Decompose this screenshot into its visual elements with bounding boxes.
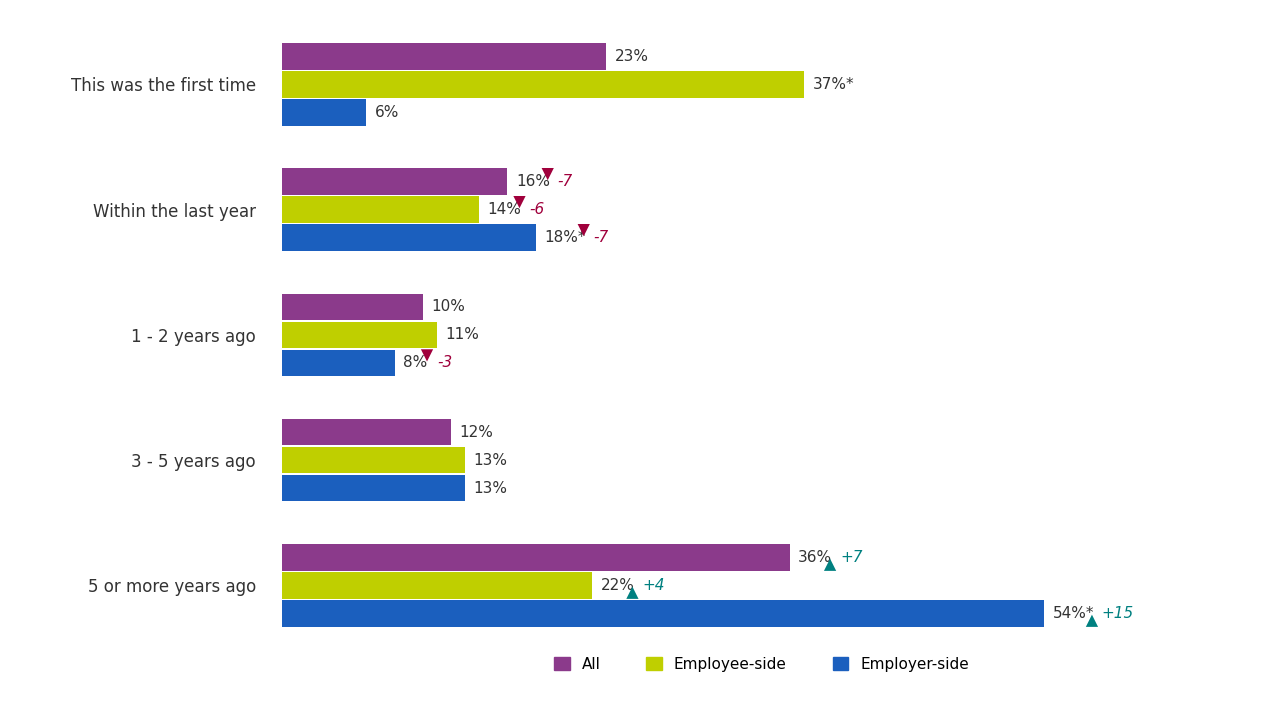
Text: 13%: 13% (474, 480, 508, 495)
Text: 16%: 16% (516, 174, 550, 189)
Text: 6%: 6% (375, 104, 399, 120)
Bar (282, 447, 465, 473)
Bar (282, 544, 790, 571)
Bar (282, 322, 436, 348)
Text: 11%: 11% (445, 328, 479, 342)
Bar (282, 600, 1044, 626)
Bar (282, 168, 507, 195)
Bar (282, 294, 422, 320)
Bar (282, 474, 465, 501)
Text: +4: +4 (643, 578, 664, 593)
Bar (282, 224, 536, 251)
Text: 18%*: 18%* (544, 230, 586, 245)
Text: 8%: 8% (403, 355, 428, 370)
Text: 22%: 22% (600, 578, 635, 593)
Bar (282, 71, 804, 97)
Text: -7: -7 (558, 174, 573, 189)
Text: 10%: 10% (431, 300, 465, 315)
Text: -3: -3 (436, 355, 452, 370)
Text: +7: +7 (840, 550, 863, 565)
Bar (282, 43, 607, 70)
Bar (282, 99, 366, 125)
Text: -6: -6 (530, 202, 544, 217)
Legend: All, Employee-side, Employer-side: All, Employee-side, Employer-side (548, 651, 975, 678)
Text: 36%: 36% (799, 550, 832, 565)
Text: 23%: 23% (614, 49, 649, 64)
Text: 37%*: 37%* (813, 77, 854, 91)
Text: +15: +15 (1102, 606, 1134, 621)
Bar (282, 197, 479, 222)
Bar (282, 419, 451, 446)
Text: 14%: 14% (488, 202, 521, 217)
Text: -7: -7 (594, 230, 609, 245)
Text: 13%: 13% (474, 453, 508, 467)
Bar (282, 349, 394, 376)
Text: 54%*: 54%* (1052, 606, 1094, 621)
Bar (282, 572, 593, 598)
Text: 12%: 12% (460, 425, 493, 440)
